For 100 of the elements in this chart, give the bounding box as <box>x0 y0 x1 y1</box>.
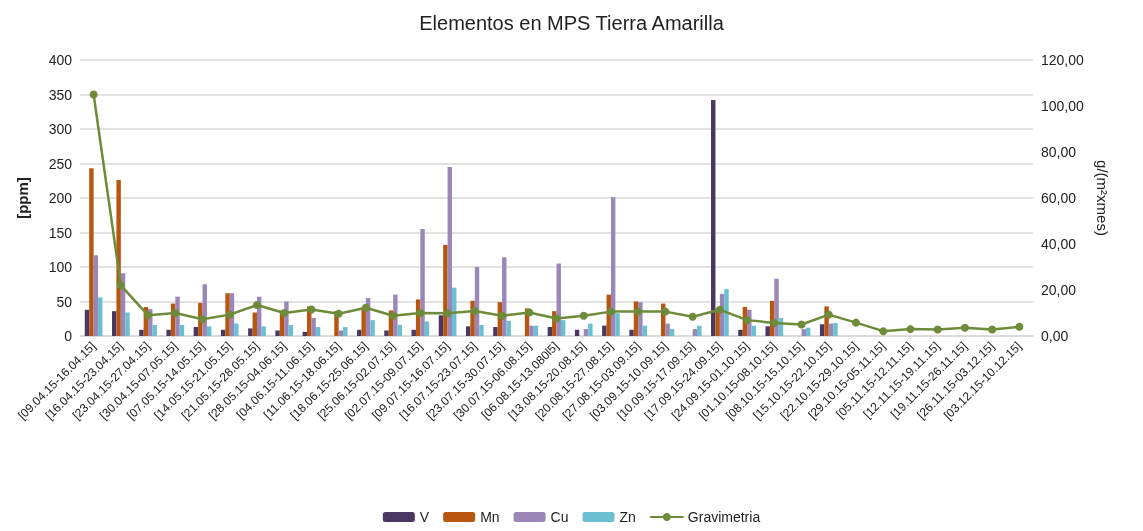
point <box>579 311 588 320</box>
point <box>797 320 806 329</box>
y-tick-label: 0 <box>64 328 73 344</box>
bar <box>139 329 144 336</box>
bar <box>206 326 212 336</box>
point <box>715 305 724 314</box>
y2-tick-label: 0,00 <box>1041 328 1069 344</box>
bar <box>384 330 389 336</box>
y-tick-label: 250 <box>48 155 73 172</box>
point <box>770 318 779 327</box>
bar <box>98 297 103 336</box>
y-tick-label: 150 <box>48 224 73 241</box>
bar <box>724 289 729 336</box>
bar <box>560 320 566 336</box>
point <box>634 307 643 316</box>
y-tick-label: 400 <box>48 52 73 68</box>
bar <box>261 326 266 336</box>
bar <box>397 324 402 336</box>
point <box>116 281 125 290</box>
bar <box>420 229 425 336</box>
y2-axis-title: g/(m²xmes) <box>1094 160 1111 236</box>
bar <box>774 278 779 336</box>
point <box>225 310 234 319</box>
bar <box>234 323 239 336</box>
point <box>443 309 452 318</box>
bar <box>125 312 130 336</box>
y2-tick-label: 100,00 <box>1041 98 1085 114</box>
bar <box>93 255 99 336</box>
bar <box>288 324 294 336</box>
bar <box>275 330 280 336</box>
y2-tick-label: 80,00 <box>1041 144 1077 160</box>
point <box>498 311 507 320</box>
point <box>933 325 942 334</box>
point <box>389 311 398 320</box>
point <box>89 90 98 99</box>
point <box>416 309 425 317</box>
bar <box>361 307 366 336</box>
point <box>1015 322 1024 331</box>
legend-label: Mn <box>480 509 500 525</box>
point <box>361 303 370 312</box>
bar <box>84 309 90 336</box>
y-tick-label: 50 <box>56 293 73 310</box>
bar <box>370 320 375 336</box>
point <box>661 307 670 316</box>
bar <box>669 329 675 336</box>
bar <box>833 322 838 336</box>
bar <box>343 327 348 336</box>
bar <box>529 325 534 336</box>
bar <box>506 320 511 336</box>
bar <box>338 330 344 336</box>
point <box>307 305 316 314</box>
bar <box>665 323 670 336</box>
point <box>988 325 997 334</box>
y2-tick-label: 120,00 <box>1041 52 1085 68</box>
bar <box>819 324 825 336</box>
bar <box>152 324 157 336</box>
bar <box>615 313 620 336</box>
bar <box>801 329 806 336</box>
bar <box>493 327 498 336</box>
legend-label: V <box>419 509 430 525</box>
point <box>852 318 861 327</box>
bar <box>738 329 743 336</box>
point <box>334 309 343 318</box>
point <box>144 311 153 320</box>
y2-tick-label: 40,00 <box>1041 236 1077 252</box>
bar <box>602 325 607 336</box>
point <box>470 306 479 315</box>
bar <box>765 326 770 336</box>
point <box>171 309 180 317</box>
bar <box>479 324 484 336</box>
y-tick-label: 100 <box>48 259 73 275</box>
point <box>879 327 888 336</box>
bar <box>692 329 698 336</box>
bar <box>193 327 199 336</box>
y-tick-label: 350 <box>48 86 73 103</box>
point <box>252 300 261 309</box>
point <box>280 309 289 317</box>
y-axis-title: [ppm] <box>14 177 31 219</box>
legend-label: Gravimetria <box>687 509 761 525</box>
y-tick-label: 200 <box>48 190 73 206</box>
bar <box>89 168 94 336</box>
bar <box>315 327 321 336</box>
bar <box>311 318 316 336</box>
y2-tick-label: 20,00 <box>1041 282 1077 298</box>
chart-title: Elementos en MPS Tierra Amarilla <box>419 12 725 34</box>
bar <box>166 329 171 336</box>
bar <box>111 311 117 336</box>
y-tick-label: 300 <box>48 121 73 137</box>
bar <box>583 329 589 336</box>
y2-tick-label: 60,00 <box>1041 190 1077 206</box>
point <box>743 316 752 325</box>
bar <box>179 324 185 336</box>
point <box>606 307 615 316</box>
bar <box>248 328 253 336</box>
point <box>525 308 534 317</box>
bar <box>438 315 444 336</box>
bar <box>465 326 471 336</box>
bar <box>547 327 553 336</box>
point <box>906 325 915 334</box>
bar <box>443 244 448 336</box>
